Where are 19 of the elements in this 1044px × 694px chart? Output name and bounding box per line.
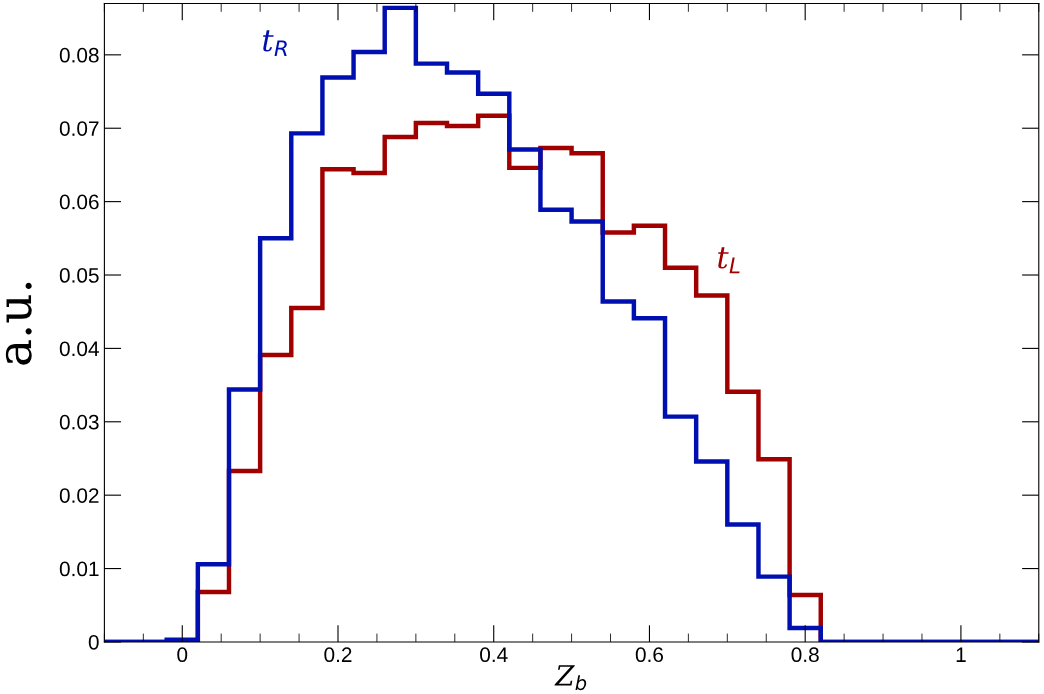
y-tick-label: 0.08 bbox=[59, 47, 99, 63]
y-tick-label: 0.03 bbox=[59, 414, 99, 430]
x-tick-label: 0.4 bbox=[480, 647, 508, 663]
y-tick-label: 0.04 bbox=[59, 341, 99, 357]
y-axis-title: a.u. bbox=[5, 282, 32, 365]
y-tick-label: 0.07 bbox=[59, 121, 99, 136]
series-label: t$_{L}$ bbox=[718, 247, 740, 274]
series-label: t$_{R}$ bbox=[263, 30, 287, 57]
y-tick-label: 0.06 bbox=[59, 194, 99, 210]
x-axis-title: Z$_{b}$ bbox=[554, 665, 587, 691]
x-tick-label: 0 bbox=[177, 647, 188, 663]
y-tick-label: 0.01 bbox=[59, 561, 99, 577]
x-tick-label: 0.6 bbox=[635, 647, 664, 663]
x-tick-label: 1 bbox=[956, 647, 966, 662]
y-tick-label: 0 bbox=[88, 634, 99, 650]
y-tick-label: 0.05 bbox=[59, 268, 99, 283]
y-tick-label: 0.02 bbox=[59, 488, 99, 503]
x-tick-label: 0.8 bbox=[791, 647, 819, 663]
x-tick-label: 0.2 bbox=[324, 647, 352, 663]
